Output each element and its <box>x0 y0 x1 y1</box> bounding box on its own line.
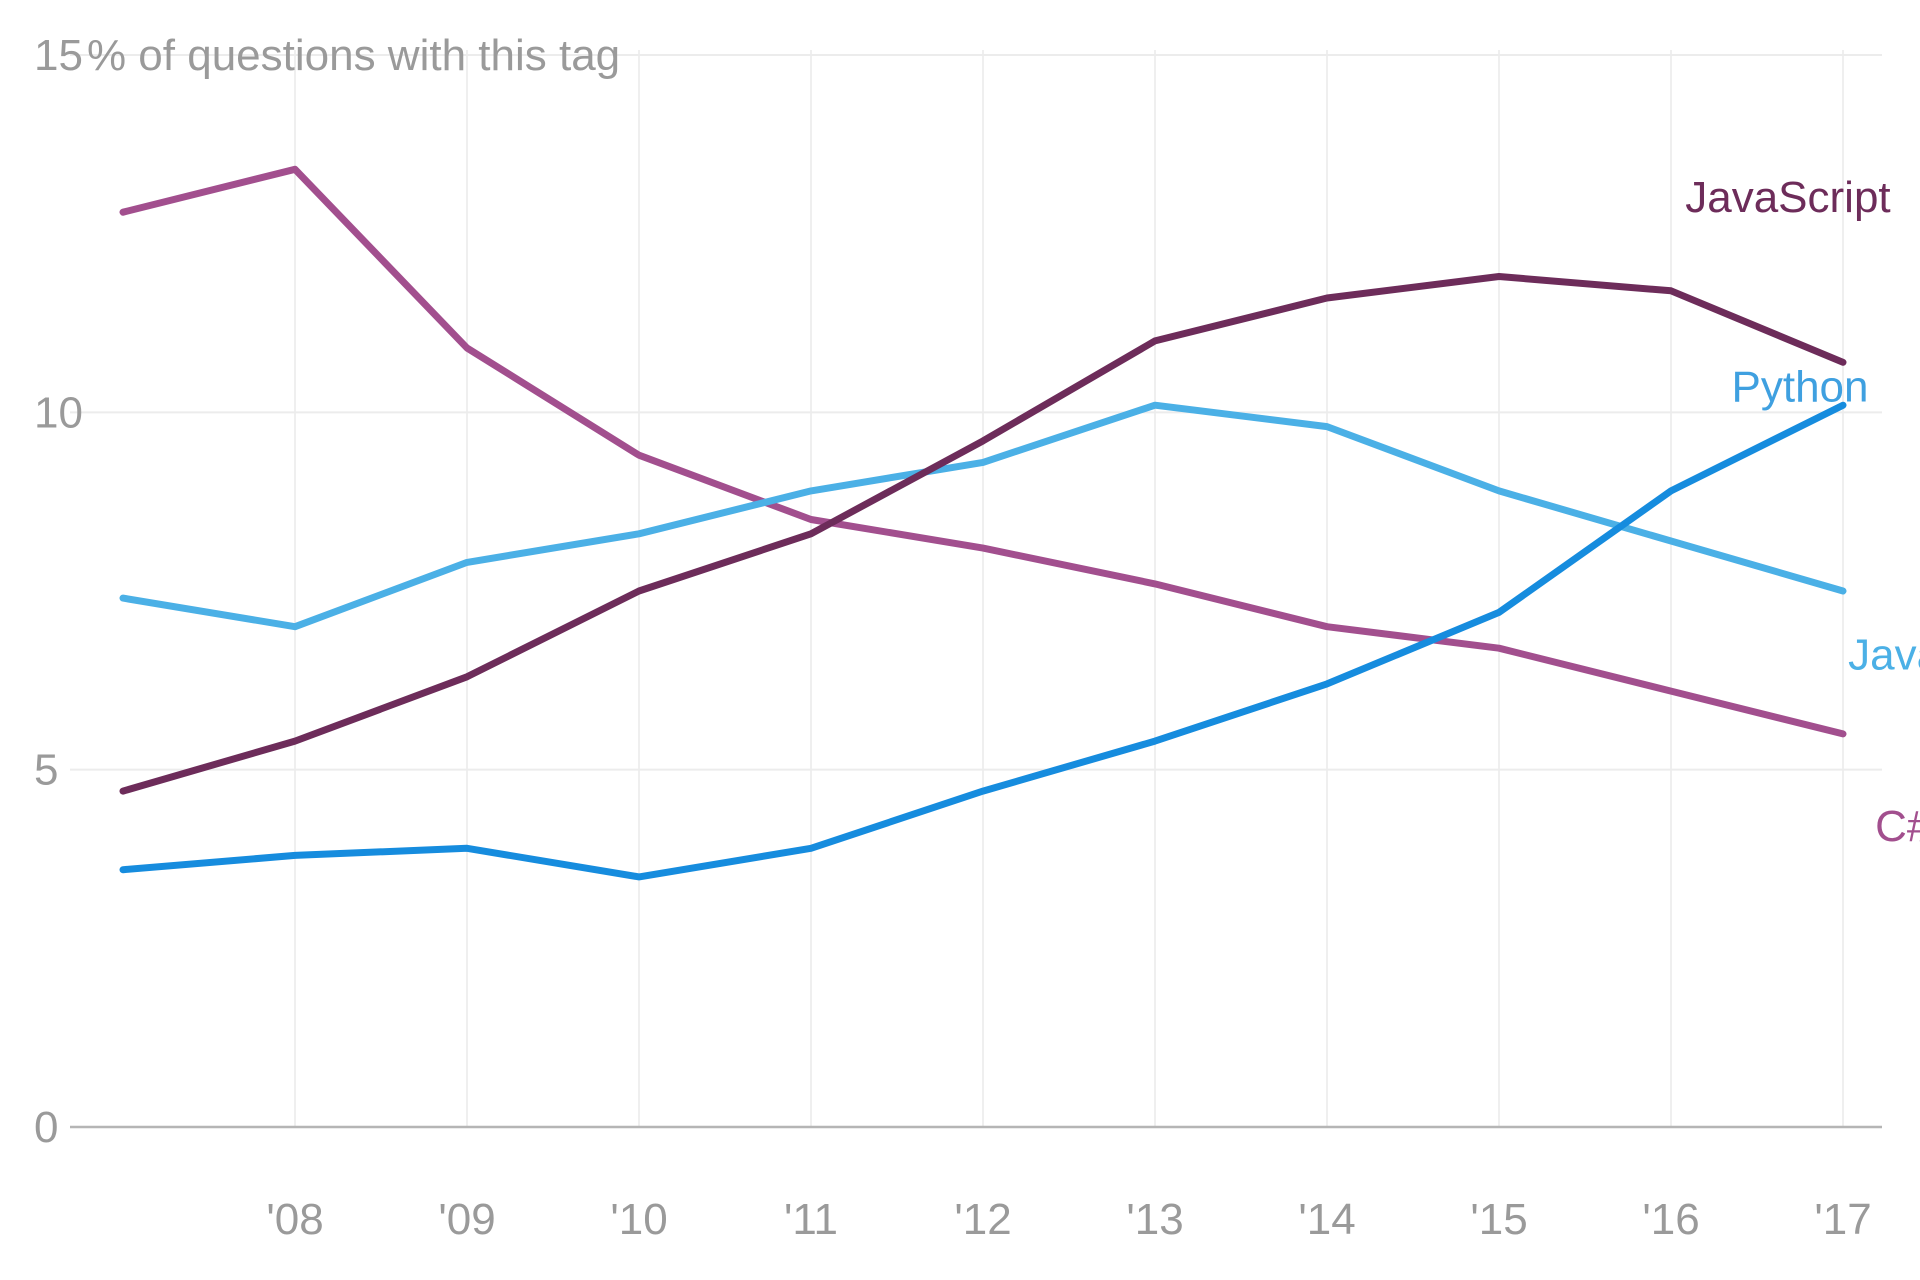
x-tick-label: '13 <box>1126 1195 1183 1244</box>
x-tick-label: '14 <box>1298 1195 1355 1244</box>
series-label-javascript: JavaScript <box>1685 173 1890 222</box>
x-tick-label: '08 <box>266 1195 323 1244</box>
x-tick-label: '16 <box>1642 1195 1699 1244</box>
series-line-java <box>119 401 1847 631</box>
x-tick-label: '17 <box>1814 1195 1871 1244</box>
series-line-c-sharp <box>119 165 1847 738</box>
series-lines <box>119 165 1847 881</box>
y-axis: 0 5 10 15% of questions with this tag <box>34 31 620 1152</box>
y-tick-label: 15 <box>34 31 83 80</box>
series-line-javascript <box>119 273 1847 795</box>
x-tick-label: '15 <box>1470 1195 1527 1244</box>
x-tick-label: '09 <box>438 1195 495 1244</box>
series-label-c-sharp: C# <box>1875 802 1920 851</box>
x-axis: '08 '09 '10 '11 '12 '13 '14 '15 '16 '17 <box>266 1195 1871 1244</box>
grid <box>70 50 1882 1129</box>
y-tick-label: 5 <box>34 746 58 795</box>
y-tick-label: 0 <box>34 1103 58 1152</box>
x-tick-label: '11 <box>784 1195 838 1244</box>
x-tick-label: '12 <box>954 1195 1011 1244</box>
series-label-java: Java <box>1848 631 1920 680</box>
series-label-python: Python <box>1732 363 1869 412</box>
series-line-python <box>119 401 1847 881</box>
y-tick-label: 10 <box>34 388 83 437</box>
y-axis-title: % of questions with this tag <box>87 31 620 80</box>
series-labels: JavaScript Python Java C# <box>1685 173 1920 851</box>
x-tick-label: '10 <box>610 1195 667 1244</box>
